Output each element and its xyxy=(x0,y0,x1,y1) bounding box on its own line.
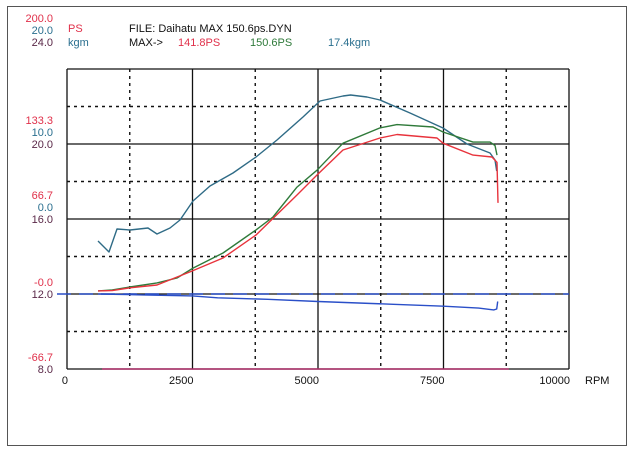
series-line-2 xyxy=(97,133,499,292)
y-tick-afr: 16.0 xyxy=(32,214,53,226)
y-tick-kgm: 10.0 xyxy=(32,127,53,139)
y-tick-ps: 200.0 xyxy=(25,13,53,25)
file-title: FILE: Daihatu MAX 150.6ps.DYN xyxy=(129,23,292,35)
y-tick-afr: 20.0 xyxy=(32,139,53,151)
ps-unit-label: PS xyxy=(68,23,83,35)
series-line-0 xyxy=(97,94,498,253)
y-tick-ps: 133.3 xyxy=(25,115,53,127)
series-line-1 xyxy=(97,123,498,292)
x-tick-label: 2500 xyxy=(169,375,193,387)
y-tick-kgm: 0.0 xyxy=(38,202,53,214)
curves xyxy=(57,94,569,370)
tick-labels: 200.020.024.0133.310.020.066.70.016.0-0.… xyxy=(25,13,570,387)
y-tick-afr: 8.0 xyxy=(38,364,53,376)
x-tick-label: 5000 xyxy=(295,375,319,387)
x-tick-label: 7500 xyxy=(420,375,444,387)
max-ps-red: 141.8PS xyxy=(178,37,220,49)
chart-frame xyxy=(7,6,627,446)
max-ps-green: 150.6PS xyxy=(250,37,292,49)
kgm-unit-label: kgm xyxy=(68,37,89,49)
x-tick-label: 0 xyxy=(62,375,68,387)
max-label: MAX-> xyxy=(129,37,163,49)
series-line-3 xyxy=(97,293,499,311)
y-tick-afr: 12.0 xyxy=(32,289,53,301)
y-tick-afr: 24.0 xyxy=(32,37,53,49)
y-tick-ps: -0.0 xyxy=(34,277,53,289)
y-tick-kgm: 20.0 xyxy=(32,25,53,37)
y-tick-ps: -66.7 xyxy=(28,352,53,364)
max-kgm: 17.4kgm xyxy=(328,37,370,49)
x-axis-label: RPM xyxy=(585,375,609,387)
x-tick-label: 10000 xyxy=(539,375,570,387)
grid xyxy=(66,68,570,370)
y-tick-ps: 66.7 xyxy=(32,190,53,202)
